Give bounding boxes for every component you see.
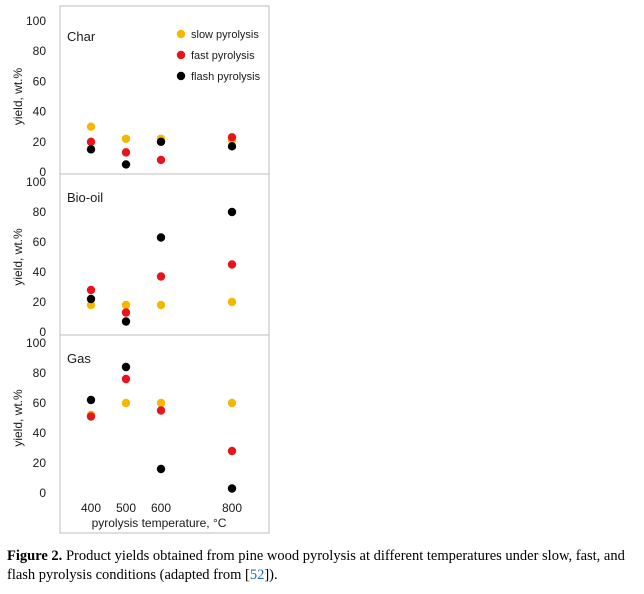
legend-marker-flash [176, 71, 186, 81]
point-gas-flash-800 [227, 484, 237, 493]
point-char-fast-600 [156, 155, 166, 165]
y-tick-label-char-80: 80 [33, 44, 47, 58]
figure-caption: Figure 2. Product yields obtained from p… [7, 547, 639, 585]
point-bio-oil-fast-800 [227, 260, 237, 269]
point-char-flash-800 [227, 142, 237, 151]
point-gas-flash-600 [156, 464, 166, 474]
point-gas-fast-800 [227, 446, 237, 456]
point-gas-slow-800 [227, 398, 237, 408]
legend-marker-slow [176, 29, 186, 39]
legend-label-slow: slow pyrolysis [191, 29, 259, 41]
point-gas-flash-500 [121, 362, 131, 372]
point-bio-oil-flash-600 [156, 233, 166, 242]
y-tick-label-gas-0: 0 [39, 486, 46, 500]
y-tick-label-bio-oil-20: 20 [33, 295, 47, 309]
panel-title-bio-oil: Bio-oil [67, 190, 103, 205]
caption-tail: ]). [264, 567, 278, 583]
point-gas-flash-400 [86, 395, 96, 405]
panel-title-gas: Gas [67, 351, 91, 366]
point-bio-oil-flash-400 [86, 294, 96, 304]
y-tick-label-bio-oil-100: 100 [26, 175, 46, 189]
y-axis-title-gas: yield, wt.% [11, 389, 25, 447]
point-bio-oil-slow-500 [121, 300, 131, 310]
y-tick-label-char-60: 60 [33, 74, 47, 88]
point-gas-slow-600 [156, 398, 166, 408]
caption-reference-link[interactable]: 52 [249, 567, 265, 583]
x-tick-label-400: 400 [81, 501, 101, 515]
point-bio-oil-fast-600 [156, 272, 166, 281]
caption-text: Product yields obtained from pine wood p… [7, 548, 625, 583]
y-tick-label-char-40: 40 [33, 105, 47, 119]
point-char-fast-800 [227, 133, 237, 142]
x-tick-label-600: 600 [151, 501, 171, 515]
x-tick-label-800: 800 [222, 501, 242, 515]
y-tick-label-gas-80: 80 [33, 366, 47, 380]
figure-chart: 0 20 40 60 80 100 yield, wt.% Char slow pyrolysi… [11, 5, 270, 534]
y-tick-label-gas-40: 40 [33, 426, 47, 440]
panel-title-char: Char [67, 29, 96, 44]
y-tick-label-char-100: 100 [26, 14, 46, 28]
legend-label-fast: fast pyrolysis [191, 50, 255, 62]
point-gas-slow-500 [121, 398, 131, 408]
point-bio-oil-fast-400 [86, 285, 96, 295]
legend-label-flash: flash pyrolysis [191, 71, 261, 83]
point-char-fast-400 [86, 137, 96, 146]
y-tick-label-bio-oil-0: 0 [39, 325, 46, 339]
point-char-flash-400 [86, 145, 96, 154]
y-axis-title-bio-oil: yield, wt.% [11, 228, 25, 286]
point-bio-oil-flash-500 [121, 317, 131, 326]
point-gas-fast-400 [86, 412, 96, 421]
point-bio-oil-flash-800 [227, 207, 237, 217]
legend-marker-fast [176, 50, 186, 60]
point-char-fast-500 [121, 148, 131, 157]
x-axis-title: pyrolysis temperature, °C [92, 516, 227, 530]
y-tick-label-gas-20: 20 [33, 456, 47, 470]
point-bio-oil-slow-800 [227, 297, 237, 307]
point-char-slow-400 [86, 122, 96, 131]
y-tick-label-bio-oil-60: 60 [33, 235, 47, 249]
point-gas-fast-500 [121, 374, 131, 384]
y-tick-label-char-0: 0 [39, 165, 46, 179]
point-bio-oil-slow-400 [86, 300, 96, 310]
point-gas-fast-600 [156, 406, 166, 415]
point-char-slow-500 [121, 134, 131, 143]
y-tick-label-gas-60: 60 [33, 396, 47, 410]
y-tick-label-gas-100: 100 [26, 336, 46, 350]
y-tick-label-bio-oil-40: 40 [33, 265, 47, 279]
y-axis-title-char: yield, wt.% [11, 67, 25, 125]
x-tick-label-500: 500 [116, 501, 136, 515]
panel-frame-gas [59, 334, 270, 534]
point-bio-oil-slow-600 [156, 300, 166, 310]
point-char-flash-500 [121, 160, 131, 169]
point-bio-oil-fast-500 [121, 308, 131, 317]
point-char-flash-600 [156, 137, 166, 146]
y-tick-label-char-20: 20 [33, 135, 47, 149]
caption-label: Figure 2. [7, 548, 63, 564]
y-tick-label-bio-oil-80: 80 [33, 205, 47, 219]
